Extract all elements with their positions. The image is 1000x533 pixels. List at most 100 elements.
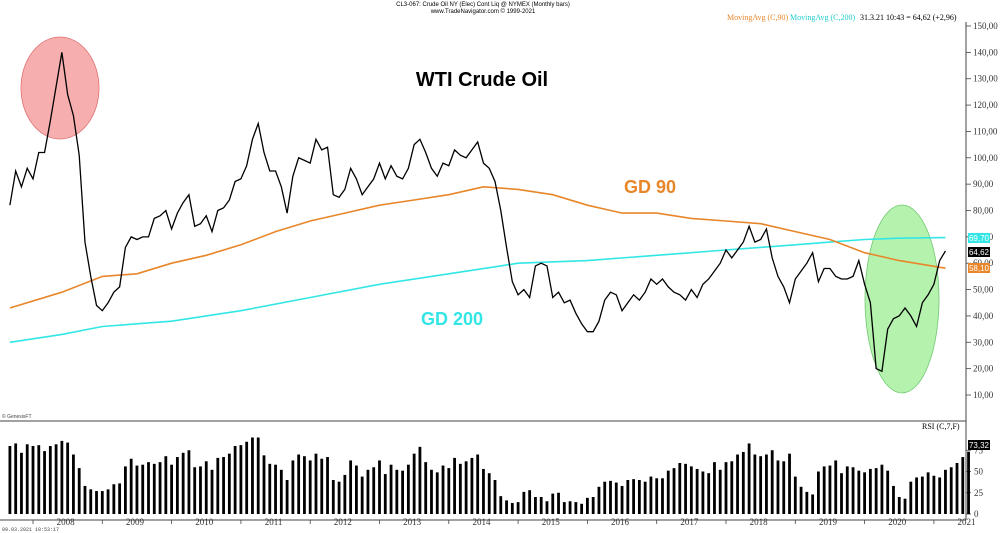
rsi-bar: [932, 475, 936, 514]
rsi-bar: [193, 467, 197, 514]
rsi-bar: [285, 480, 289, 514]
rsi-bar: [60, 440, 64, 514]
rsi-bar: [892, 485, 895, 514]
rsi-bar: [441, 465, 445, 514]
rsi-bar: [170, 464, 173, 514]
rsi-bar: [851, 467, 855, 514]
rsi-bar: [464, 461, 468, 514]
rsi-bar: [574, 502, 578, 514]
rsi-bar: [181, 452, 185, 514]
rsi-bar: [499, 496, 503, 514]
rsi-bar: [124, 466, 127, 514]
rsi-bar: [597, 486, 601, 514]
rsi-bar: [747, 443, 751, 514]
rsi-bar: [776, 460, 780, 514]
rsi-bar: [14, 443, 18, 514]
rsi-tick-label: 75: [974, 445, 984, 455]
rsi-bar: [37, 445, 41, 514]
rsi-bar: [626, 480, 630, 514]
rsi-bar: [782, 461, 786, 514]
rsi-bar: [337, 481, 341, 514]
rsi-bar: [274, 464, 277, 514]
rsi-bar: [95, 491, 98, 514]
rsi-bar: [534, 497, 537, 514]
x-tick-label: 2014: [472, 517, 491, 527]
rsi-bar: [279, 469, 283, 514]
rsi-bar: [880, 464, 884, 514]
rsi-bar: [557, 492, 560, 514]
rsi-bar: [505, 500, 508, 514]
rsi-bar: [100, 491, 104, 514]
rsi-bar: [349, 460, 353, 514]
rsi-bar: [77, 468, 81, 514]
rsi-bar: [435, 472, 439, 514]
y-tick-label: 90,00: [973, 179, 994, 189]
rsi-bar: [89, 489, 93, 514]
rsi-bar: [736, 454, 739, 514]
rsi-bar: [955, 463, 959, 514]
rsi-bar: [320, 458, 324, 514]
rsi-bar: [713, 462, 716, 514]
svg-text:73,32: 73,32: [969, 441, 990, 450]
rsi-bar: [522, 491, 526, 514]
rsi-bar: [632, 479, 635, 514]
rsi-bar: [661, 478, 664, 514]
y-tick-label: 140,00: [973, 47, 998, 57]
rsi-bar: [580, 503, 584, 514]
svg-text:69,70: 69,70: [969, 234, 990, 243]
x-tick-label: 2008: [57, 517, 76, 527]
rsi-bar: [152, 463, 156, 514]
rsi-bar: [689, 466, 693, 514]
rsi-bar: [227, 453, 231, 514]
rsi-tick-label: 0: [974, 509, 979, 519]
rsi-bar: [54, 444, 58, 514]
rsi-bar: [678, 463, 682, 514]
rsi-bar: [591, 497, 595, 514]
rsi-bar: [551, 493, 555, 514]
rsi-bar: [66, 442, 70, 514]
rsi-bar: [805, 491, 809, 514]
rsi-bar: [447, 468, 451, 514]
x-tick-label: 2013: [403, 517, 422, 527]
rsi-bar: [360, 476, 364, 514]
timestamp: 09.03.2021 10:53:17: [2, 527, 59, 533]
rsi-bar: [8, 446, 12, 514]
x-tick-label: 2011: [265, 517, 283, 527]
rsi-bar: [903, 498, 907, 514]
rsi-bar: [695, 468, 699, 514]
rsi-bar: [701, 471, 705, 514]
rsi-bar: [949, 467, 953, 514]
rsi-bar: [418, 446, 422, 514]
rsi-bar: [868, 468, 872, 514]
rsi-bar: [256, 437, 260, 514]
rsi-bar: [453, 457, 456, 514]
rsi-bar: [793, 476, 797, 514]
tag-close: 64,62: [968, 247, 990, 257]
rsi-bar: [649, 476, 653, 514]
rsi-bar: [372, 467, 376, 514]
rsi-bar: [308, 460, 312, 514]
rsi-bar: [609, 480, 612, 514]
rsi-bar: [204, 461, 208, 514]
tag-rsi: 73,32: [968, 440, 990, 450]
rsi-bar: [25, 444, 29, 514]
rsi-bar: [528, 490, 532, 514]
y-tick-label: 130,00: [973, 74, 998, 84]
rsi-bar: [944, 469, 947, 514]
rsi-bar: [83, 485, 87, 514]
y-tick-label: 10,00: [973, 390, 994, 400]
rsi-bar: [424, 462, 428, 514]
rsi-bar: [655, 478, 659, 514]
x-tick-label: 2017: [680, 517, 699, 527]
rsi-bar: [343, 474, 347, 514]
x-tick-label: 2015: [542, 517, 561, 527]
rsi-bar: [366, 469, 370, 514]
rsi-bar: [741, 451, 745, 514]
rsi-bar: [48, 446, 52, 514]
rsi-bar: [897, 497, 901, 514]
rsi-bar: [476, 454, 480, 514]
rsi-bar: [967, 451, 970, 514]
x-tick-label: 2020: [888, 517, 907, 527]
rsi-tick-label: 25: [974, 488, 984, 498]
rsi-bar: [118, 483, 122, 514]
